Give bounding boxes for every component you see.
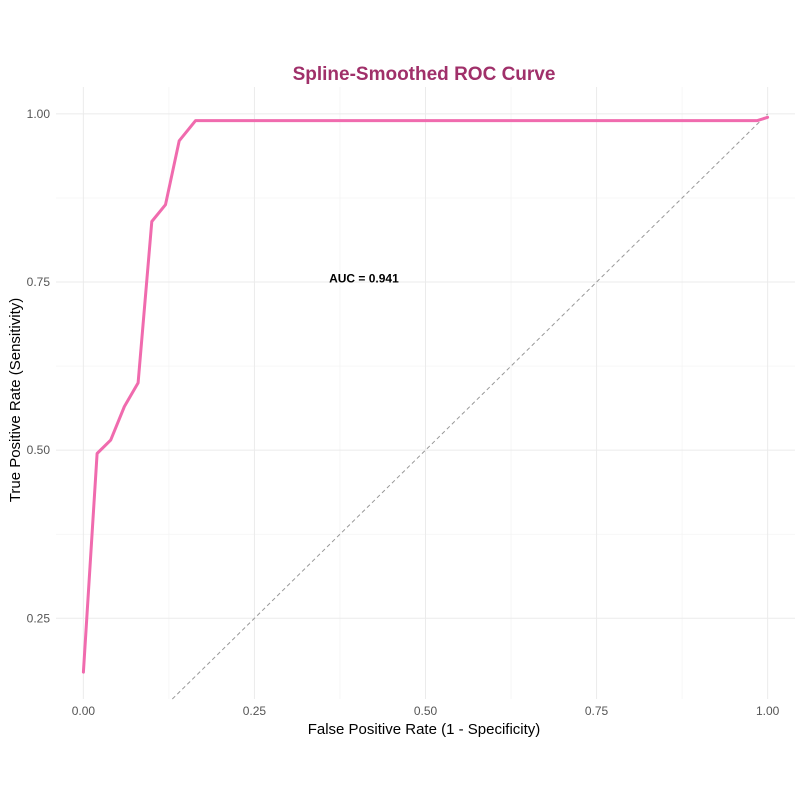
roc-curve-group <box>81 115 770 674</box>
x-tick-label: 0.75 <box>585 704 609 718</box>
y-tick-label: 0.75 <box>27 275 51 289</box>
grid <box>56 87 795 699</box>
tick-labels: 0.00 0.25 0.50 0.75 1.00 0.25 0.50 0.75 1.00 <box>27 107 780 718</box>
x-axis-title: False Positive Rate (1 - Specificity) <box>308 721 541 738</box>
y-tick-label: 0.25 <box>27 611 51 625</box>
reference-diagonal <box>171 113 768 700</box>
auc-annotation: AUC = 0.941 <box>329 272 399 286</box>
roc-curve-line <box>81 115 770 674</box>
x-tick-label: 1.00 <box>756 704 780 718</box>
annotations: AUC = 0.941 <box>329 272 399 286</box>
x-tick-label: 0.25 <box>243 704 267 718</box>
chart-title: Spline-Smoothed ROC Curve <box>293 64 556 85</box>
reference-line-group <box>171 113 768 700</box>
y-tick-label: 1.00 <box>27 107 51 121</box>
y-axis-title: True Positive Rate (Sensitivity) <box>7 298 24 503</box>
x-tick-label: 0.50 <box>414 704 438 718</box>
y-tick-label: 0.50 <box>27 443 51 457</box>
x-tick-label: 0.00 <box>72 704 96 718</box>
